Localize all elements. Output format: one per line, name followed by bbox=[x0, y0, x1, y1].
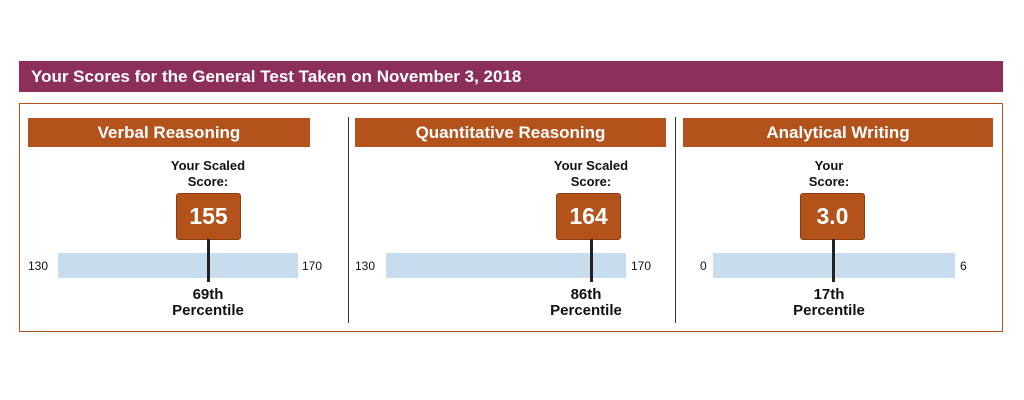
scale-max-label: 170 bbox=[631, 259, 652, 273]
score-value: 155 bbox=[176, 193, 241, 240]
score-label-line: Your Scaled bbox=[553, 158, 629, 173]
percentile: 69th Percentile bbox=[148, 287, 268, 319]
report-title: Your Scores for the General Test Taken o… bbox=[19, 61, 1003, 92]
section-header: Analytical Writing bbox=[683, 118, 993, 147]
score-marker bbox=[590, 239, 593, 282]
section-header: Quantitative Reasoning bbox=[355, 118, 666, 147]
score-value: 3.0 bbox=[800, 193, 865, 240]
scores-container bbox=[19, 103, 1003, 332]
score-label-line: Score: bbox=[808, 174, 850, 189]
score-label-line: Your Scaled bbox=[170, 158, 246, 173]
percentile: 17th Percentile bbox=[769, 287, 889, 319]
section-divider bbox=[348, 117, 349, 323]
score-label-line: Score: bbox=[570, 174, 612, 189]
scale-min-label: 0 bbox=[700, 259, 707, 273]
score-scale-bar bbox=[58, 253, 298, 278]
scale-min-label: 130 bbox=[28, 259, 49, 273]
score-label-line: Score: bbox=[187, 174, 229, 189]
score-marker bbox=[832, 239, 835, 282]
section-header: Verbal Reasoning bbox=[28, 118, 310, 147]
score-marker bbox=[207, 239, 210, 282]
percentile-word: Percentile bbox=[550, 302, 622, 319]
percentile-value: 69th bbox=[192, 286, 224, 303]
score-label: Your Scaled Score: bbox=[148, 158, 268, 190]
scale-max-label: 170 bbox=[302, 259, 323, 273]
scale-min-label: 130 bbox=[355, 259, 376, 273]
section-divider bbox=[675, 117, 676, 323]
percentile-value: 86th bbox=[570, 286, 602, 303]
percentile-word: Percentile bbox=[793, 302, 865, 319]
percentile: 86th Percentile bbox=[526, 287, 646, 319]
score-scale-bar bbox=[386, 253, 626, 278]
score-label: Your Score: bbox=[769, 158, 889, 190]
scale-max-label: 6 bbox=[960, 259, 967, 273]
percentile-value: 17th bbox=[813, 286, 845, 303]
score-value: 164 bbox=[556, 193, 621, 240]
score-label-line: Your bbox=[814, 158, 844, 173]
score-label: Your Scaled Score: bbox=[531, 158, 651, 190]
percentile-word: Percentile bbox=[172, 302, 244, 319]
